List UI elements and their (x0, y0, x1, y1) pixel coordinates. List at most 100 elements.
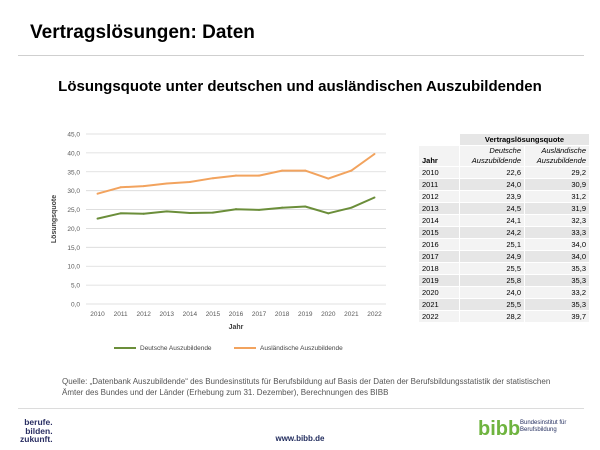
x-tick-label: 2011 (114, 311, 128, 318)
table-header-empty (418, 133, 460, 146)
data-point-deutsche (96, 217, 99, 220)
data-point-auslaendische (119, 186, 122, 189)
data-point-auslaendische (211, 177, 214, 180)
table-group-header: Vertragslösungsquote (459, 133, 590, 146)
table-cell-deutsche: 24,0 (459, 178, 525, 191)
data-point-auslaendische (235, 174, 237, 177)
data-point-deutsche (119, 212, 122, 215)
table-col-auslaendische-header: Ausländische Auszubildende (524, 145, 590, 167)
data-point-deutsche (258, 208, 261, 211)
table-cell-auslaendische: 34,0 (524, 250, 590, 263)
x-tick-label: 2013 (160, 311, 175, 318)
table-cell-year: 2019 (418, 274, 460, 287)
y-tick-label: 40,0 (67, 150, 80, 157)
website-link[interactable]: www.bibb.de (275, 434, 325, 443)
table-cell-auslaendische: 34,0 (524, 238, 590, 251)
x-axis-title: Jahr (229, 324, 244, 331)
data-point-deutsche (211, 211, 214, 214)
legend-item-deutsche: Deutsche Auszubildende (114, 345, 212, 352)
table-cell-deutsche: 23,9 (459, 190, 525, 203)
chart-title: Lösungsquote unter deutschen und ausländ… (58, 78, 542, 95)
data-point-deutsche (327, 212, 330, 215)
table-cell-auslaendische: 32,3 (524, 214, 590, 227)
y-tick-label: 30,0 (67, 188, 80, 195)
data-point-deutsche (373, 196, 376, 199)
table-row: 2018 25,5 35,3 (418, 262, 590, 275)
x-tick-label: 2020 (321, 311, 336, 318)
table-col-deutsche-header: Deutsche Auszubildende (459, 145, 525, 167)
y-tick-label: 10,0 (67, 264, 80, 271)
table-cell-deutsche: 24,0 (459, 286, 525, 299)
table-cell-year: 2017 (418, 250, 460, 263)
table-cell-auslaendische: 30,9 (524, 178, 590, 191)
table-row: 2021 25,5 35,3 (418, 298, 590, 311)
table-cell-deutsche: 24,2 (459, 226, 525, 239)
x-tick-label: 2021 (344, 311, 359, 318)
data-point-auslaendische (350, 169, 353, 172)
y-tick-label: 25,0 (67, 207, 80, 214)
x-tick-label: 2015 (206, 311, 221, 318)
table-cell-deutsche: 24,1 (459, 214, 525, 227)
y-tick-label: 35,0 (67, 169, 80, 176)
organization-name-line-2: Berufsbildung (520, 427, 557, 433)
table-cell-deutsche: 24,5 (459, 202, 525, 215)
table-cell-deutsche: 22,6 (459, 166, 525, 179)
x-tick-label: 2012 (136, 311, 151, 318)
table-row: 2011 24,0 30,9 (418, 178, 590, 191)
x-tick-label: 2019 (298, 311, 313, 318)
table-cell-auslaendische: 35,3 (524, 262, 590, 275)
series-line-deutsche (97, 196, 375, 220)
y-tick-label: 15,0 (67, 245, 80, 252)
table-cell-auslaendische: 29,2 (524, 166, 590, 179)
y-tick-label: 20,0 (67, 226, 80, 233)
organization-name-line-1: Bundesinstitut für (520, 420, 567, 426)
series-line-auslaendische (97, 153, 376, 195)
legend-item-auslaendische: Ausländische Auszubildende (234, 345, 343, 352)
bibb-logo-text: bibb (478, 418, 520, 438)
table-row: 2019 25,8 35,3 (418, 274, 590, 287)
table-cell-auslaendische: 31,2 (524, 190, 590, 203)
data-point-auslaendische (165, 182, 168, 185)
data-point-deutsche (165, 210, 168, 213)
table-cell-year: 2016 (418, 238, 460, 251)
table-row: 2010 22,6 29,2 (418, 166, 590, 179)
data-point-auslaendische (327, 177, 330, 180)
table-cell-year: 2010 (418, 166, 460, 179)
table-row: 2013 24,5 31,9 (418, 202, 590, 215)
table-cell-deutsche: 28,2 (459, 310, 525, 323)
table-cell-year: 2020 (418, 286, 460, 299)
data-point-deutsche (304, 205, 307, 208)
table-row: 2012 23,9 31,2 (418, 190, 590, 203)
data-point-deutsche (281, 206, 284, 209)
table-cell-year: 2012 (418, 190, 460, 203)
table-cell-year: 2015 (418, 226, 460, 239)
table-cell-deutsche: 25,5 (459, 298, 525, 311)
table-cell-deutsche: 25,1 (459, 238, 525, 251)
table-cell-year: 2011 (418, 178, 460, 191)
table-cell-year: 2018 (418, 262, 460, 275)
table-row: 2015 24,2 33,3 (418, 226, 590, 239)
table-row: 2022 28,2 39,7 (418, 310, 590, 323)
data-point-auslaendische (258, 174, 261, 177)
claim-line-2: bilden. (25, 425, 53, 436)
table-cell-deutsche: 25,8 (459, 274, 525, 287)
title-divider (18, 55, 584, 56)
y-tick-label: 45,0 (67, 132, 80, 139)
legend-swatch-deutsche (114, 347, 136, 350)
table-cell-auslaendische: 35,3 (524, 274, 590, 287)
legend-label-auslaendische: Ausländische Auszubildende (260, 345, 343, 352)
table-row: 2014 24,1 32,3 (418, 214, 590, 227)
table-cell-auslaendische: 31,9 (524, 202, 590, 215)
x-tick-label: 2018 (275, 311, 290, 318)
table-year-header: Jahr (418, 145, 460, 167)
data-point-deutsche (350, 206, 353, 209)
legend-swatch-auslaendische (234, 347, 256, 350)
claim-text: berufe. bilden. zukunft. (20, 418, 53, 444)
table-cell-year: 2013 (418, 202, 460, 215)
table-row: 2016 25,1 34,0 (418, 238, 590, 251)
table-row: 2020 24,0 33,2 (418, 286, 590, 299)
table-body: 2010 22,6 29,2 2011 24,0 30,9 2012 23,9 31,2 2013… (418, 166, 590, 323)
table-cell-auslaendische: 33,3 (524, 226, 590, 239)
data-point-deutsche (142, 212, 145, 215)
